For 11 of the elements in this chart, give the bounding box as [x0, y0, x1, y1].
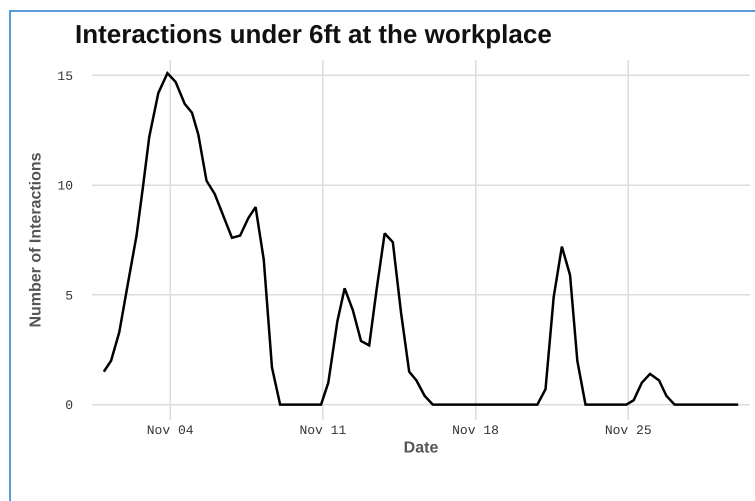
y-tick-label: 10: [57, 178, 73, 194]
x-tick-label: Nov 04: [146, 423, 194, 438]
x-axis-title: Date: [404, 440, 438, 457]
x-tick-label: Nov 18: [452, 423, 499, 438]
y-tick-label: 0: [65, 398, 73, 414]
y-tick-label: 5: [65, 288, 73, 304]
y-axis-title: Number of Interactions: [27, 152, 44, 328]
y-tick-label: 15: [57, 68, 73, 84]
x-tick-label: Nov 11: [299, 423, 346, 438]
x-tick-label: Nov 25: [604, 423, 652, 438]
chart-title: Interactions under 6ft at the workplace: [75, 19, 552, 50]
